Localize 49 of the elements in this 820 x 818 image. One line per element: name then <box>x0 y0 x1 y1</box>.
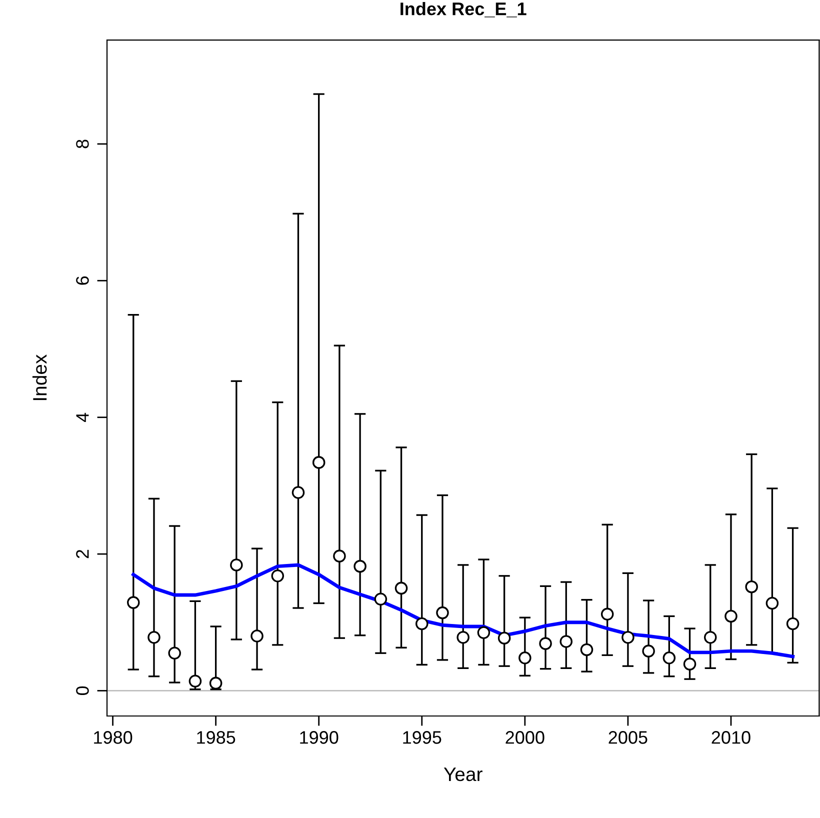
x-tick-label: 1995 <box>403 731 442 744</box>
y-tick-label: 8 <box>76 140 89 148</box>
x-tick-label: 2010 <box>712 731 750 744</box>
x-tick-label: 2000 <box>506 731 544 744</box>
point <box>333 550 346 562</box>
y-tick-label: 0 <box>76 686 89 696</box>
point <box>148 631 160 644</box>
line-series <box>132 563 795 658</box>
point <box>600 608 614 621</box>
point <box>766 596 779 610</box>
point <box>126 596 140 609</box>
y-tick-label: 4 <box>76 412 89 422</box>
point <box>477 626 490 640</box>
point <box>292 486 305 499</box>
point <box>622 631 634 644</box>
x-tick-label: 1985 <box>197 731 236 744</box>
point <box>374 592 388 606</box>
point <box>642 644 655 658</box>
point <box>498 632 511 644</box>
point <box>250 630 264 642</box>
point <box>271 570 284 582</box>
point <box>436 606 449 620</box>
point <box>786 617 800 630</box>
x-tick-label: 1980 <box>94 731 132 744</box>
point <box>456 631 470 644</box>
x-tick-label: 2005 <box>608 731 648 744</box>
point <box>230 558 243 572</box>
point <box>354 560 366 573</box>
point <box>704 631 717 644</box>
point <box>580 643 594 656</box>
point <box>415 617 428 630</box>
chart-title: Index Rec_E_1 <box>400 2 526 18</box>
point <box>683 658 696 670</box>
y-tick-label: 2 <box>76 550 89 558</box>
point <box>560 635 573 648</box>
y-axis-title: Index <box>32 354 47 400</box>
x-tick-label: 1990 <box>300 731 338 744</box>
point <box>394 582 408 595</box>
point <box>539 637 552 650</box>
point <box>188 674 202 688</box>
point <box>724 610 738 623</box>
point <box>312 456 326 469</box>
point <box>518 652 532 664</box>
point <box>168 646 181 660</box>
y-tick-label: 6 <box>76 276 89 285</box>
point <box>662 652 676 664</box>
x-axis-title: Year <box>444 768 482 782</box>
point <box>209 676 222 690</box>
point <box>745 580 758 594</box>
